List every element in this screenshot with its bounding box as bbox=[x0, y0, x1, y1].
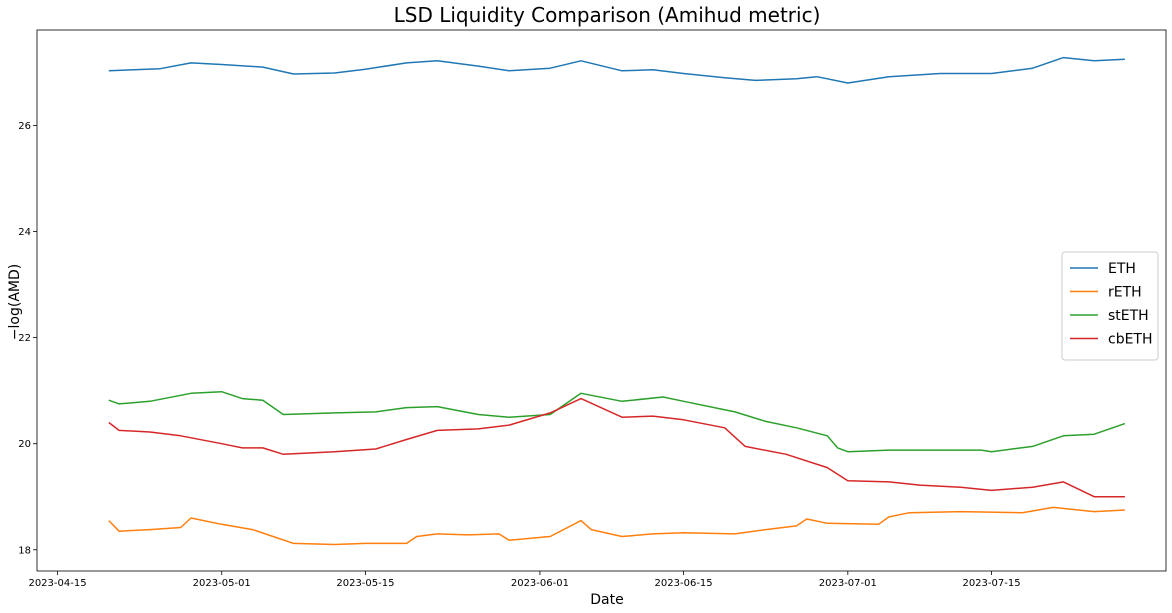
legend-label-steth: stETH bbox=[1108, 308, 1149, 324]
y-tick-label: 24 bbox=[18, 227, 31, 238]
x-tick-label: 2023-05-15 bbox=[336, 578, 394, 589]
x-tick-label: 2023-04-15 bbox=[28, 578, 86, 589]
legend-label-reth: rETH bbox=[1108, 285, 1142, 301]
series-line-eth bbox=[108, 56, 1125, 84]
y-tick-label: 26 bbox=[18, 121, 31, 132]
y-tick-label: 18 bbox=[18, 545, 31, 556]
x-axis: 2023-04-15 2023-05-01 2023-05-15 2023-06-01… bbox=[28, 571, 1021, 589]
y-axis-label: −log(AMD) bbox=[7, 264, 23, 340]
x-tick-label: 2023-06-01 bbox=[511, 578, 569, 589]
x-axis-label: Date bbox=[590, 592, 623, 608]
plot-frame bbox=[36, 29, 1167, 572]
y-tick-label: 20 bbox=[18, 439, 31, 450]
x-tick-label: 2023-05-01 bbox=[193, 578, 251, 589]
series-line-cbeth bbox=[108, 397, 1125, 498]
y-tick-label: 22 bbox=[18, 333, 31, 344]
chart-title: LSD Liquidity Comparison (Amihud metric) bbox=[394, 3, 821, 27]
lines-layer bbox=[108, 56, 1126, 546]
x-tick-label: 2023-06-15 bbox=[655, 578, 713, 589]
legend: ETH rETH stETH cbETH bbox=[1061, 251, 1159, 361]
series-line-reth bbox=[108, 506, 1125, 546]
legend-box bbox=[1061, 251, 1159, 361]
y-axis: 18 20 22 24 26 bbox=[18, 121, 37, 556]
legend-label-cbeth: cbETH bbox=[1108, 332, 1153, 348]
x-tick-label: 2023-07-15 bbox=[962, 578, 1020, 589]
legend-label-eth: ETH bbox=[1108, 261, 1136, 277]
series-line-steth bbox=[108, 390, 1126, 453]
x-tick-label: 2023-07-01 bbox=[819, 578, 877, 589]
